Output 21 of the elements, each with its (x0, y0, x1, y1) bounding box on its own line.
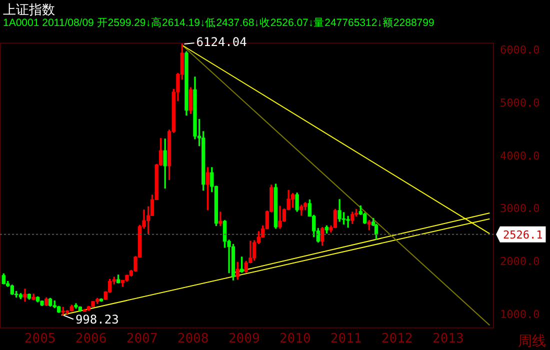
annotation: 998.23 (75, 312, 119, 326)
x-tick-label: 2005 (24, 332, 56, 347)
chart-title: 上证指数 (3, 1, 55, 18)
x-tick-label: 2008 (177, 332, 209, 347)
y-tick-label: 2000.0 (500, 255, 540, 268)
ref-line-label: 2526.1 (503, 228, 543, 242)
x-tick-label: 2009 (228, 332, 260, 347)
x-tick-label: 2012 (381, 332, 413, 347)
x-tick-label: 2010 (279, 332, 311, 347)
annotation: 6124.04 (196, 35, 247, 50)
x-tick-label: 2006 (75, 332, 107, 347)
y-tick-label: 5000.0 (500, 96, 540, 110)
chart-subtitle: 1A0001 2011/08/09 开2599.29↓高2614.19↓低2437.68↓收2526.07↓量247765312↓额2288799 (3, 16, 434, 30)
y-tick-label: 4000.0 (500, 149, 540, 162)
y-tick-label: 6000.0 (500, 43, 540, 56)
x-tick-label: 2007 (126, 332, 158, 347)
y-tick-label: 3000.0 (500, 202, 540, 216)
x-tick-label: 2013 (432, 332, 464, 347)
x-tick-label: 2011 (330, 332, 362, 347)
y-tick-label: 1000.0 (500, 308, 540, 322)
x-axis-title: 周线 (518, 332, 546, 348)
